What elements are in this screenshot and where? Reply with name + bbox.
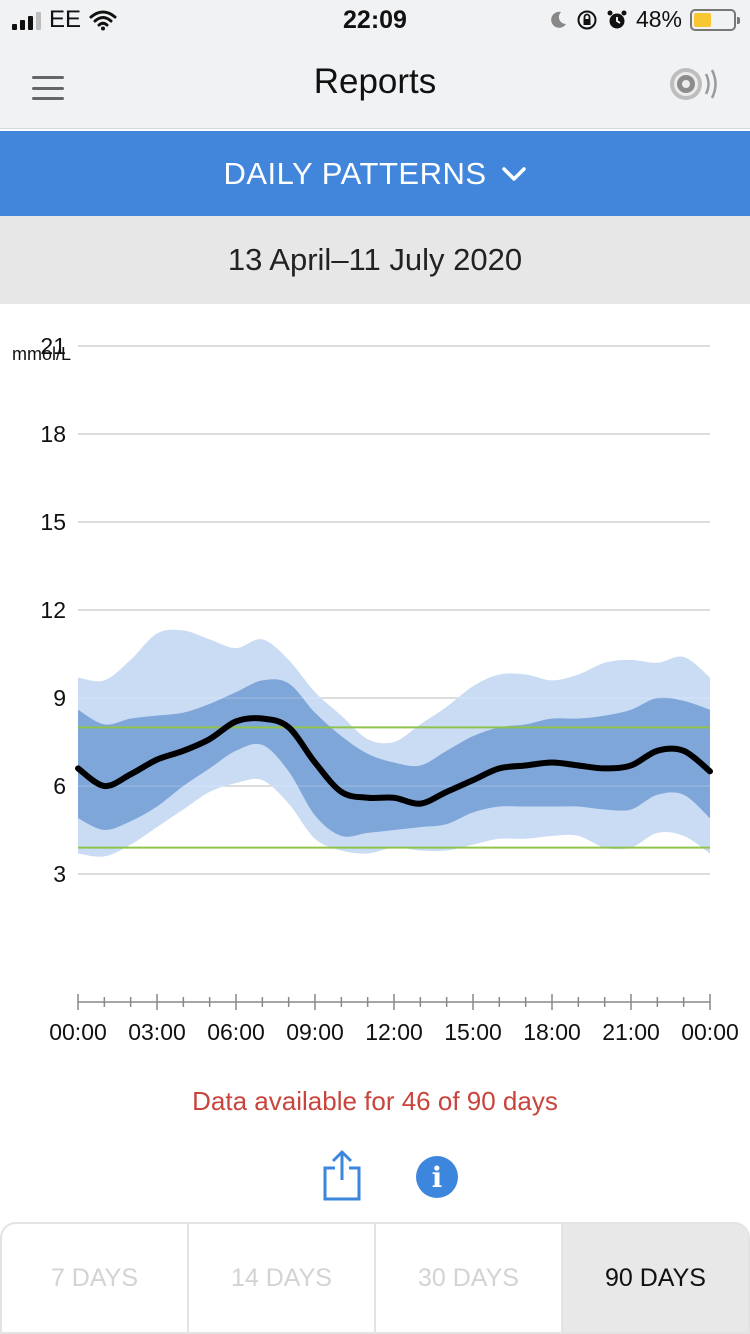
- status-bar: EE 22:09 48%: [0, 0, 750, 40]
- report-type-label: DAILY PATTERNS: [223, 155, 487, 191]
- y-axis-unit: mmol/L: [12, 344, 71, 364]
- moon-icon: [551, 11, 566, 28]
- period-option-14-days[interactable]: 14 DAYS: [189, 1224, 376, 1332]
- data-availability-note: Data available for 46 of 90 days: [192, 1086, 558, 1116]
- cellular-signal-icon: [12, 10, 41, 30]
- chevron-down-icon: [501, 166, 526, 181]
- x-tick-label-0: 00:00: [49, 1019, 107, 1045]
- x-tick-label-3: 09:00: [286, 1019, 344, 1045]
- y-tick-label-3: 3: [53, 861, 66, 887]
- y-tick-label-9: 9: [53, 685, 66, 711]
- x-tick-label-7: 21:00: [602, 1019, 660, 1045]
- share-icon[interactable]: [320, 1150, 364, 1202]
- rotation-lock-icon: [577, 10, 597, 29]
- x-tick-label-2: 06:00: [207, 1019, 265, 1045]
- date-range-text: 13 April–11 July 2020: [227, 242, 523, 277]
- y-tick-label-12: 12: [40, 597, 66, 623]
- alarm-icon: [607, 10, 627, 28]
- x-tick-label-6: 18:00: [523, 1019, 581, 1045]
- nav-bar: Reports: [0, 40, 750, 129]
- daily-patterns-chart: mmol/L21 18 15 12 9 6 3 00:00 03:00 06:00 09:00 12:…: [12, 333, 739, 1045]
- period-option-30-days[interactable]: 30 DAYS: [376, 1224, 563, 1332]
- period-option-90-days[interactable]: 90 DAYS: [563, 1224, 748, 1332]
- median-line: [75, 715, 713, 807]
- sensor-scan-icon[interactable]: [668, 62, 720, 106]
- y-tick-label-18: 18: [40, 421, 66, 447]
- battery-percent: 48%: [635, 6, 682, 32]
- battery-icon: [690, 8, 740, 31]
- x-tick-label-8: 00:00: [681, 1019, 739, 1045]
- y-tick-label-6: 6: [53, 773, 66, 799]
- report-type-dropdown[interactable]: DAILY PATTERNS: [0, 131, 750, 216]
- period-selector: 7 DAYS 14 DAYS 30 DAYS 90 DAYS: [0, 1222, 750, 1334]
- page-title: Reports: [313, 62, 437, 101]
- x-tick-label-1: 03:00: [128, 1019, 186, 1045]
- period-option-7-days[interactable]: 7 DAYS: [2, 1224, 189, 1332]
- wifi-icon: [89, 10, 117, 31]
- info-icon[interactable]: i: [416, 1156, 458, 1198]
- x-tick-label-5: 15:00: [444, 1019, 502, 1045]
- x-tick-label-4: 12:00: [365, 1019, 423, 1045]
- y-tick-label-15: 15: [40, 509, 66, 535]
- info-glyph: i: [431, 1160, 443, 1194]
- date-range-bar: 13 April–11 July 2020: [0, 216, 750, 304]
- y-tick-label-21: 21: [40, 333, 66, 359]
- status-left: EE: [12, 6, 117, 34]
- chart-actions: i: [0, 1150, 750, 1210]
- carrier-name: EE: [49, 6, 82, 33]
- status-right: 48%: [548, 6, 740, 33]
- hamburger-icon[interactable]: [32, 76, 64, 100]
- status-time: 22:09: [343, 6, 407, 34]
